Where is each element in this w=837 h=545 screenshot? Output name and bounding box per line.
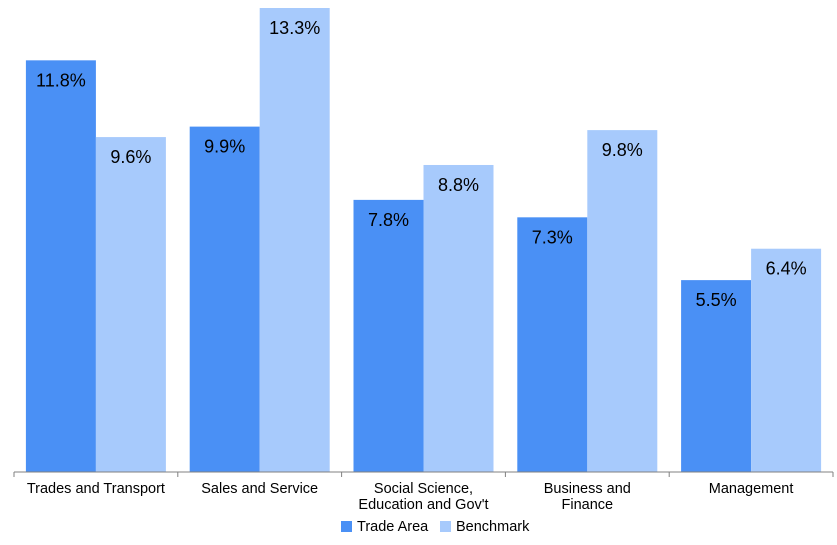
bar-trade-area bbox=[517, 217, 588, 472]
category-label: Finance bbox=[562, 497, 614, 513]
bar-trade-area bbox=[681, 280, 752, 472]
data-label-benchmark: 9.6% bbox=[110, 147, 151, 167]
bar-benchmark bbox=[423, 164, 494, 472]
data-label-trade-area: 7.3% bbox=[532, 227, 573, 247]
bar-trade-area bbox=[25, 60, 96, 473]
category-label: Sales and Service bbox=[201, 481, 318, 497]
bar-benchmark bbox=[95, 137, 166, 472]
legend-label-benchmark: Benchmark bbox=[456, 519, 530, 535]
category-label: Education and Gov't bbox=[358, 497, 488, 513]
legend-swatch-trade-area bbox=[341, 521, 352, 532]
category-label: Business and bbox=[544, 481, 631, 497]
category-label: Trades and Transport bbox=[27, 481, 165, 497]
x-ticks-group bbox=[13, 472, 834, 477]
legend-label-trade-area: Trade Area bbox=[357, 519, 429, 535]
category-labels-group: Trades and Transport Sales and Service Soc… bbox=[27, 481, 794, 513]
category-label: Management bbox=[709, 481, 794, 497]
bar-benchmark bbox=[259, 8, 330, 472]
bars-group bbox=[25, 8, 822, 473]
data-label-trade-area: 9.9% bbox=[204, 137, 245, 157]
legend: Trade Area Benchmark bbox=[341, 519, 530, 535]
legend-swatch-benchmark bbox=[440, 521, 451, 532]
data-label-benchmark: 8.8% bbox=[438, 175, 479, 195]
data-label-benchmark: 6.4% bbox=[766, 259, 807, 279]
bar-trade-area bbox=[353, 199, 424, 472]
data-label-trade-area: 11.8% bbox=[36, 70, 86, 90]
bar-benchmark bbox=[587, 130, 658, 472]
data-label-trade-area: 5.5% bbox=[696, 290, 737, 310]
bar-benchmark bbox=[751, 248, 822, 472]
bar-trade-area bbox=[189, 126, 260, 472]
data-label-benchmark: 9.8% bbox=[602, 140, 643, 160]
data-label-trade-area: 7.8% bbox=[368, 210, 409, 230]
category-label: Social Science, bbox=[374, 481, 473, 497]
value-labels-group: 11.8% 9.6% 9.9% 13.3% 7.8% 8.8% 7.3% 9.8% 5.5% 6.… bbox=[36, 18, 807, 310]
data-label-benchmark: 13.3% bbox=[269, 18, 320, 38]
